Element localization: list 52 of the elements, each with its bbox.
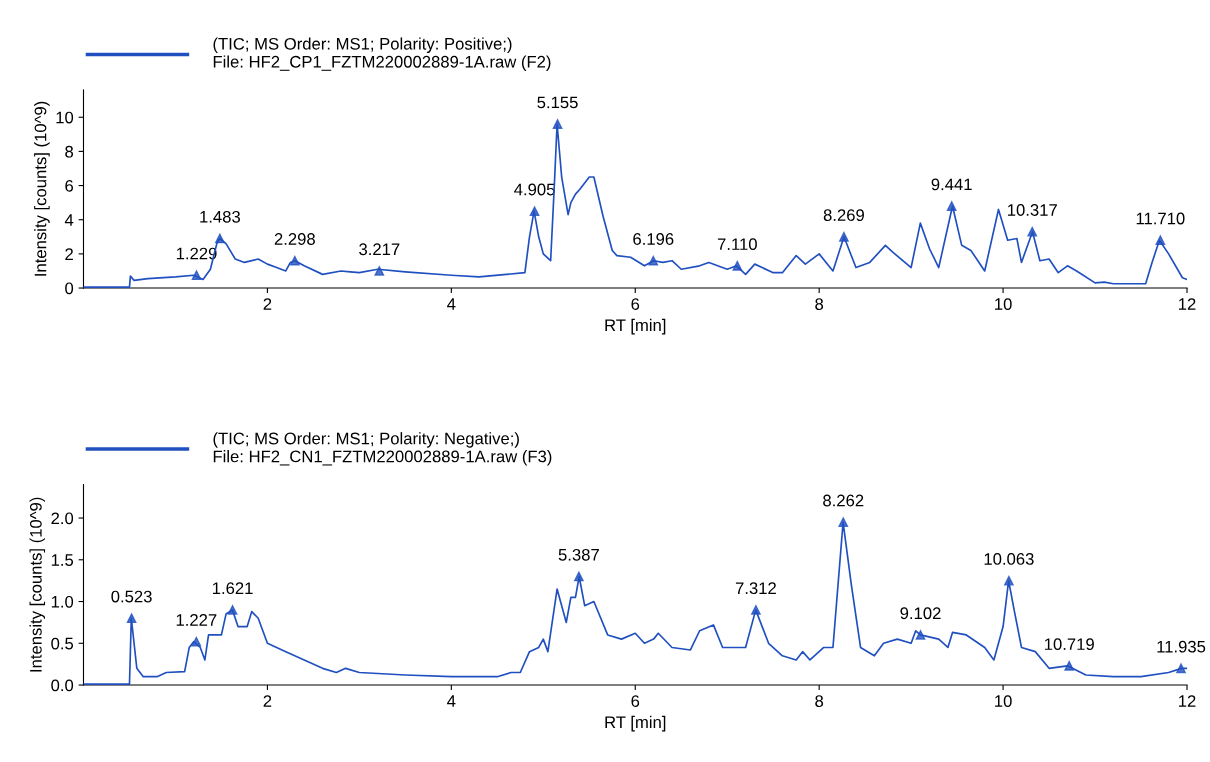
- y-tick-label: 8: [65, 145, 74, 158]
- x-tick-label: 12: [1179, 695, 1196, 707]
- annotation: 10.719: [1044, 638, 1094, 651]
- x-tick-label: 8: [815, 298, 824, 310]
- x-tick-label: 6: [631, 695, 640, 707]
- annotation: 5.387: [558, 548, 599, 561]
- y-tick-label: 0: [65, 282, 74, 295]
- x-tick-label: 12: [1179, 298, 1196, 310]
- point: [915, 630, 926, 640]
- annotation: 9.441: [931, 178, 972, 191]
- annotation: 2.298: [274, 233, 315, 245]
- x-axis-title: RT [min]: [605, 715, 666, 732]
- y-tick-label: 4: [64, 214, 74, 226]
- annotation: 7.312: [735, 582, 776, 595]
- y-tick-label: 1.5: [51, 554, 74, 566]
- annotation: 1.483: [200, 210, 240, 223]
- text: (TIC; MS Order: MS1; Polarity: Negative;) File: HF2_CN1_FZTM220002889-1A.raw (F3): [213, 432, 552, 466]
- y-axis-title: Intensity [counts] (10^9): [29, 497, 46, 672]
- annotation: 11.935: [1157, 640, 1206, 653]
- annotation: 7.110: [717, 238, 757, 251]
- y-tick-label: 0.5: [51, 637, 74, 650]
- annotation: 11.710: [1136, 212, 1185, 225]
- annotation: 9.102: [900, 607, 941, 620]
- y-tick-label: 2.0: [51, 512, 74, 525]
- x-tick-label: 2: [263, 298, 272, 310]
- y-tick-label: 6: [65, 179, 74, 192]
- annotation: 8.262: [823, 494, 864, 507]
- annotation: 5.155: [537, 96, 578, 109]
- y-tick-label: 1.0: [51, 595, 74, 608]
- point: [1027, 226, 1038, 237]
- y-tick-label: 10: [56, 111, 74, 124]
- x-tick-label: 4: [447, 695, 456, 707]
- x-tick-label: 10: [995, 695, 1012, 707]
- y-tick-label: 2: [65, 248, 73, 260]
- x-tick-label: 6: [631, 298, 640, 310]
- text: (TIC; MS Order: MS1; Polarity: Positive;) File: HF2_CP1_FZTM220002889-1A.raw (F2): [213, 37, 551, 71]
- x-tick-label: 8: [815, 695, 824, 707]
- y-tick-label: 0.0: [51, 679, 74, 692]
- annotation: 1.227: [176, 614, 217, 626]
- x-axis-title: RT [min]: [605, 318, 666, 335]
- annotation: 10.063: [984, 553, 1034, 565]
- x-tick-label: 2: [263, 695, 272, 707]
- point: [552, 119, 563, 129]
- y-axis-title: Intensity [counts] (10^9): [34, 101, 50, 276]
- annotation: 3.217: [359, 243, 400, 256]
- annotation: 10.317: [1008, 204, 1057, 216]
- annotation: 0.523: [111, 590, 152, 603]
- annotation: 1.621: [212, 582, 253, 595]
- x-tick-label: 10: [995, 298, 1012, 310]
- annotation: 8.269: [823, 209, 864, 221]
- annotation: 6.196: [633, 233, 674, 245]
- x-tick-label: 4: [447, 298, 456, 310]
